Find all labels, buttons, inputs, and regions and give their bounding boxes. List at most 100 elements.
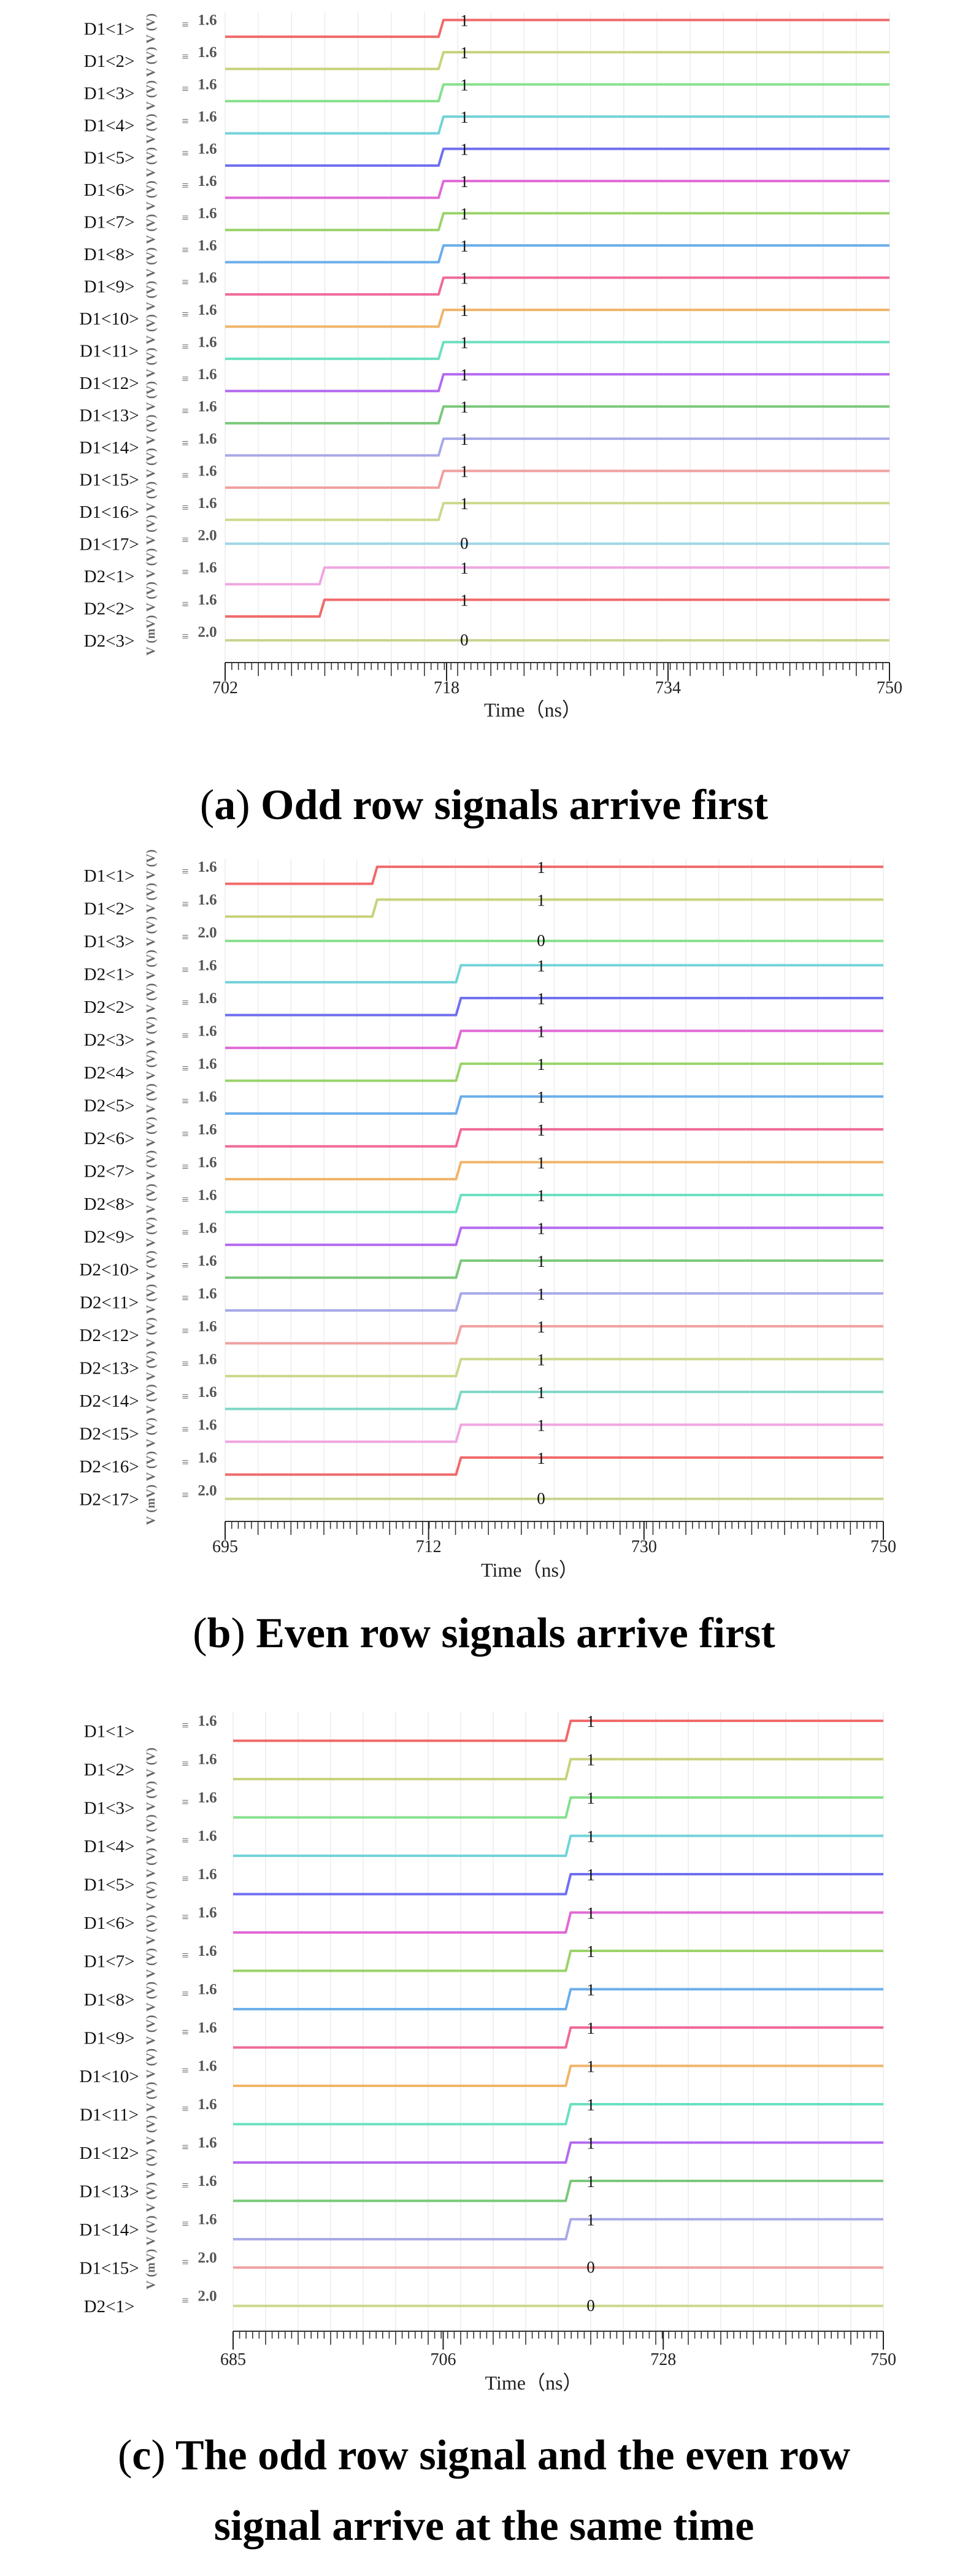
series-final-value: 1 — [586, 1789, 595, 1807]
x-axis-label: Time（ns） — [485, 2372, 583, 2394]
unit-marker: ≡ — [182, 1423, 188, 1436]
series-level: 2.0 — [198, 528, 217, 544]
x-axis-label: Time（ns） — [481, 1559, 578, 1581]
chart-panel-a: V (mV) V (V) V (V) V (V) V (V) V (V) V (… — [79, 12, 902, 829]
series-waveform — [233, 1834, 883, 1857]
series-level: 1.6 — [198, 957, 217, 974]
series-level: 1.6 — [198, 1220, 217, 1236]
series-level: 1.6 — [198, 495, 217, 512]
series-name: D1<8> — [84, 245, 135, 264]
series-final-value: 1 — [460, 494, 469, 513]
series-row: D1<4> 1.6 ≡ 1 — [84, 108, 889, 136]
series-row: D2<17> 2.0 ≡ 0 — [79, 1482, 883, 1509]
series-name: D1<4> — [84, 116, 135, 136]
caption-paren-open: ( — [200, 782, 214, 829]
unit-marker: ≡ — [182, 931, 188, 944]
grid — [225, 12, 890, 663]
series-waveform — [225, 502, 889, 521]
series-level: 1.6 — [198, 1351, 217, 1367]
unit-marker: ≡ — [182, 2218, 188, 2231]
series-level: 1.6 — [198, 1905, 217, 1921]
caption-paren-open: ( — [193, 1610, 207, 1657]
series-final-value: 1 — [460, 140, 469, 159]
series-final-value: 0 — [460, 534, 469, 552]
series-final-value: 1 — [460, 366, 469, 384]
series-final-value: 1 — [460, 559, 469, 577]
series-final-value: 1 — [460, 430, 469, 448]
series-final-value: 1 — [460, 463, 469, 481]
series-name: D1<2> — [84, 1760, 135, 1780]
series-level: 1.6 — [198, 2212, 217, 2228]
unit-marker: ≡ — [182, 340, 188, 354]
y-axis-label: V (mV) V (V) V (V) V (V) V (V) V (V) V (… — [144, 13, 158, 655]
series-final-value: 1 — [460, 591, 469, 610]
series-waveform — [225, 405, 889, 425]
series-waveform — [225, 1095, 883, 1115]
unit-marker: ≡ — [182, 2064, 188, 2078]
unit-marker: ≡ — [182, 179, 188, 193]
unit-marker: ≡ — [182, 212, 188, 225]
series-final-value: 1 — [460, 108, 469, 126]
unit-marker: ≡ — [182, 2294, 188, 2308]
unit-marker: ≡ — [182, 437, 188, 450]
unit-marker: ≡ — [182, 1062, 188, 1075]
series-level: 1.6 — [198, 1318, 217, 1335]
series-row: D1<3> 2.0 ≡ 0 — [84, 925, 883, 952]
x-tick-label: 730 — [631, 1537, 657, 1556]
series-name: D1<15> — [79, 470, 139, 490]
series-waveform — [233, 2026, 883, 2049]
unit-marker: ≡ — [182, 566, 188, 579]
series-name: D1<13> — [79, 406, 139, 425]
series-waveform — [225, 996, 883, 1017]
unit-marker: ≡ — [182, 1226, 188, 1239]
series-waveform — [233, 1873, 883, 1896]
caption-letter: c — [132, 2432, 151, 2479]
unit-marker: ≡ — [182, 2026, 188, 2039]
series-name: D1<5> — [84, 148, 135, 167]
series-row: D2<7> 1.6 ≡ 1 — [84, 1153, 883, 1181]
series-waveform — [225, 244, 889, 264]
series-level: 1.6 — [198, 206, 217, 222]
x-tick-label: 750 — [870, 1537, 896, 1556]
series-name: D2<3> — [84, 1030, 135, 1050]
unit-marker: ≡ — [182, 405, 188, 418]
series-level: 1.6 — [198, 1790, 217, 1806]
unit-marker: ≡ — [182, 1758, 188, 1771]
series-final-value: 1 — [537, 1186, 545, 1205]
unit-marker: ≡ — [182, 1128, 188, 1141]
series-level: 1.6 — [198, 399, 217, 415]
series-waveform — [225, 1226, 883, 1247]
unit-marker: ≡ — [182, 147, 188, 161]
series-waveform — [233, 2103, 883, 2126]
series-waveform — [225, 1423, 883, 1444]
series-final-value: 1 — [537, 891, 545, 909]
unit-marker: ≡ — [182, 501, 188, 515]
series-waveform — [233, 1796, 883, 1819]
series-row: D2<8> 1.6 ≡ 1 — [84, 1186, 883, 1214]
series-level: 2.0 — [198, 624, 217, 640]
series-name: D2<2> — [84, 998, 135, 1017]
caption-text: The odd row signal and the even row — [166, 2432, 851, 2479]
series-waveform — [233, 1758, 883, 1780]
series-final-value: 1 — [537, 1121, 545, 1139]
series-row: D1<14> 1.6 ≡ 1 — [79, 2211, 883, 2240]
caption-letter: a — [214, 782, 236, 829]
series-name: D1<1> — [84, 1721, 135, 1741]
series-level: 2.0 — [198, 925, 217, 941]
series-final-value: 1 — [460, 269, 469, 288]
series-name: D2<11> — [80, 1293, 139, 1312]
series-row: D2<1> 2.0 ≡ 0 — [84, 2288, 883, 2316]
unit-marker: ≡ — [182, 244, 188, 257]
caption-paren-close: ) — [236, 782, 250, 829]
series-name: D2<15> — [79, 1424, 139, 1444]
series-level: 2.0 — [198, 2288, 217, 2305]
series-name: D1<10> — [79, 309, 139, 329]
caption-paren-open: ( — [118, 2432, 132, 2479]
series-waveform — [233, 2180, 883, 2202]
series-row: D2<1> 1.6 ≡ 1 — [84, 559, 889, 586]
series-waveform — [225, 898, 883, 918]
series-row: D1<11> 1.6 ≡ 1 — [80, 2096, 883, 2126]
caption-text: Odd row signals arrive first — [250, 782, 769, 829]
series-level: 1.6 — [198, 2096, 217, 2113]
